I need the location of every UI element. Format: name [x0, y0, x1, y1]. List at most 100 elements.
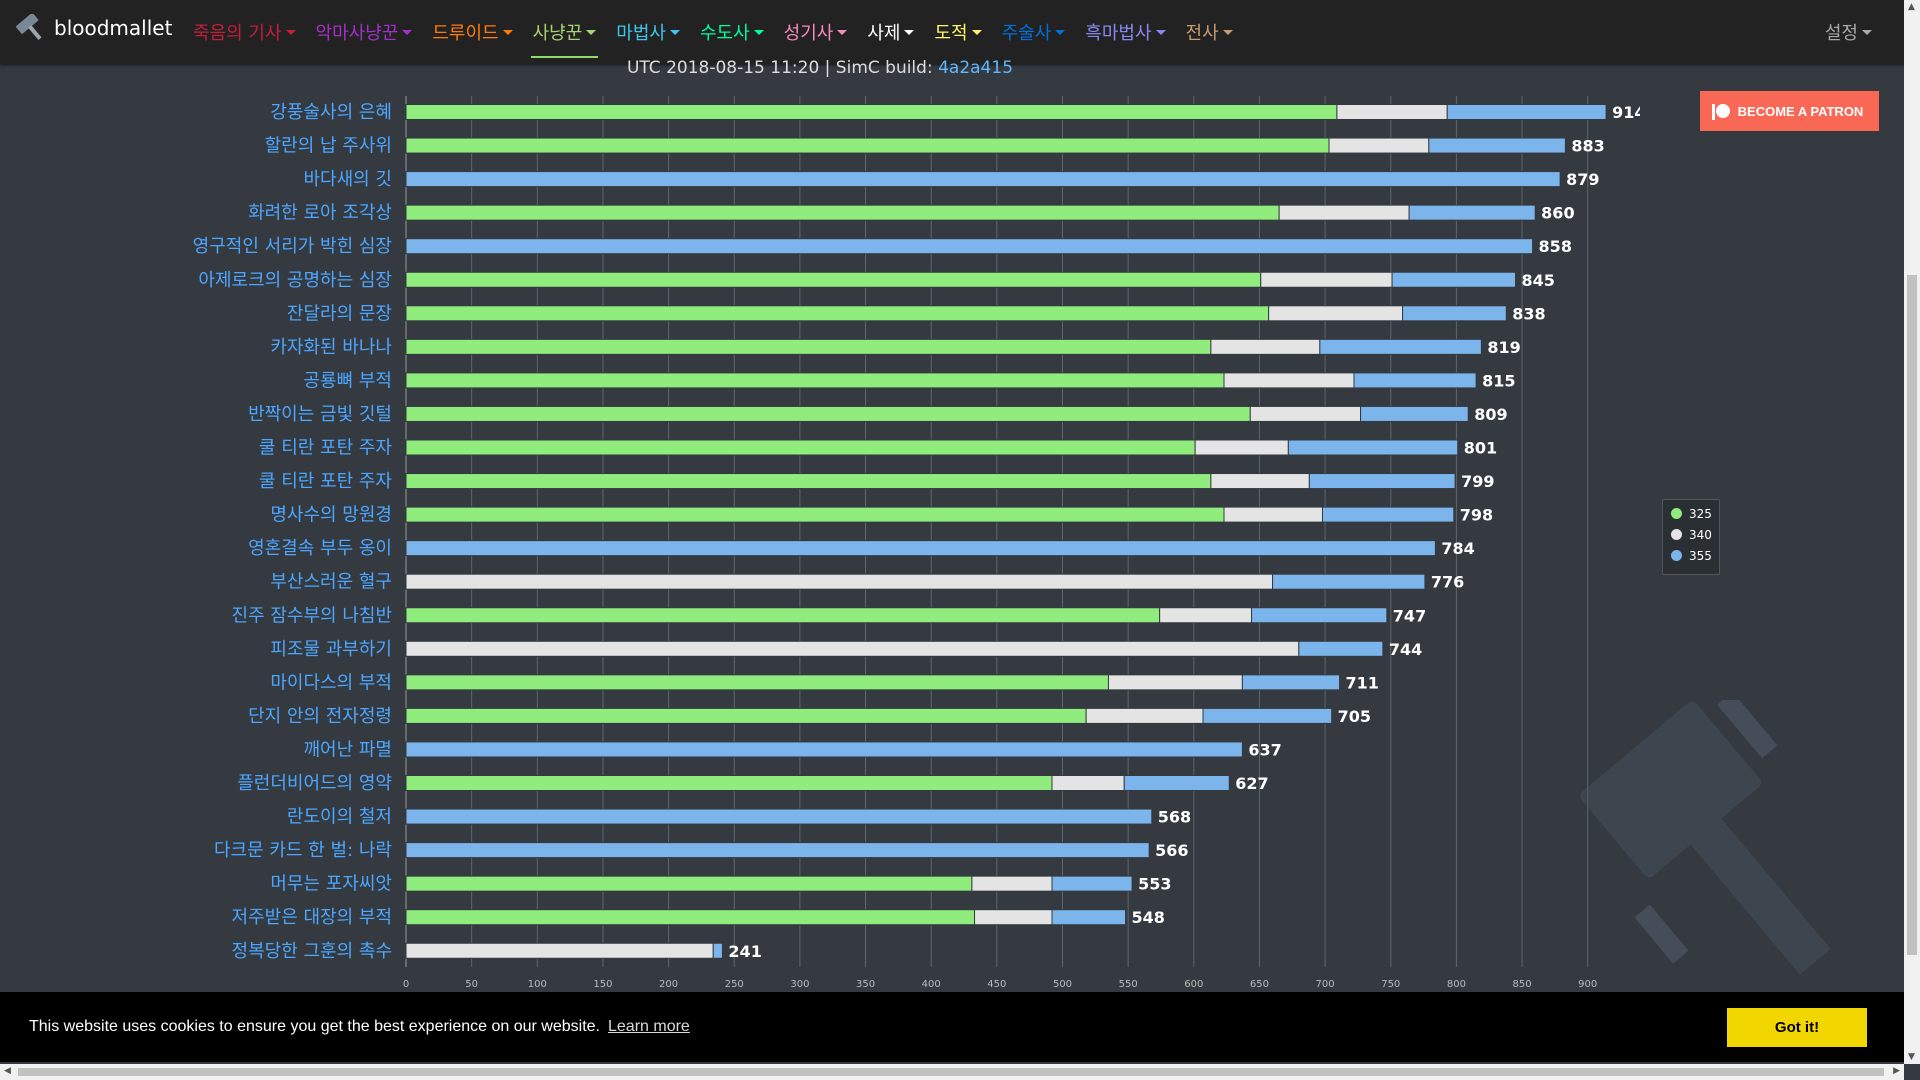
bar-segment-325[interactable]	[405, 909, 976, 926]
nav-item-0[interactable]: 죽음의 기사	[183, 0, 306, 64]
category-label[interactable]: 부산스러운 혈구	[270, 572, 392, 593]
bar-segment-325[interactable]	[405, 204, 1280, 221]
bar-segment-355[interactable]	[405, 238, 1534, 255]
vertical-scroll-thumb[interactable]	[1907, 275, 1917, 955]
settings-dropdown[interactable]: 설정	[1825, 0, 1872, 64]
bar-segment-355[interactable]	[405, 842, 1150, 859]
bar-segment-340[interactable]	[1223, 506, 1323, 523]
category-label[interactable]: 정복당한 그훈의 촉수	[232, 941, 392, 962]
bar-segment-355[interactable]	[405, 171, 1561, 188]
scroll-up-icon[interactable]: ▲	[1908, 2, 1915, 12]
bar-segment-325[interactable]	[405, 104, 1338, 120]
bar-segment-355[interactable]	[1391, 271, 1516, 288]
bar-segment-325[interactable]	[405, 137, 1330, 154]
bar-segment-355[interactable]	[1251, 607, 1388, 624]
bar-segment-355[interactable]	[1353, 372, 1477, 389]
bar-segment-355[interactable]	[405, 540, 1436, 557]
nav-item-8[interactable]: 도적	[924, 0, 991, 64]
bar-segment-325[interactable]	[405, 338, 1212, 355]
bar-segment-325[interactable]	[405, 405, 1251, 422]
become-patron-button[interactable]: BECOME A PATRON	[1700, 91, 1879, 131]
nav-item-4[interactable]: 마법사	[606, 0, 690, 64]
bar-segment-340[interactable]	[971, 875, 1053, 892]
bar-segment-340[interactable]	[1260, 271, 1393, 288]
vertical-scrollbar[interactable]: ▲ ▼	[1904, 0, 1920, 1064]
bar-segment-340[interactable]	[1051, 775, 1125, 791]
category-label[interactable]: 강풍술사의 은혜	[270, 102, 392, 123]
legend-item-355[interactable]: 355	[1663, 545, 1719, 566]
category-label[interactable]: 플런더비어드의 영약	[237, 773, 392, 794]
nav-item-7[interactable]: 사제	[857, 0, 924, 64]
bar-segment-355[interactable]	[1402, 305, 1507, 322]
bar-segment-325[interactable]	[405, 473, 1212, 490]
bar-segment-325[interactable]	[405, 271, 1262, 288]
bar-segment-325[interactable]	[405, 875, 973, 892]
bar-segment-325[interactable]	[405, 305, 1270, 322]
bar-segment-340[interactable]	[405, 942, 714, 959]
bar-segment-340[interactable]	[1210, 473, 1310, 490]
bar-segment-325[interactable]	[405, 372, 1225, 389]
category-label[interactable]: 단지 안의 전자정령	[248, 706, 392, 727]
category-label[interactable]: 쿨 티란 포탄 주자	[259, 471, 393, 492]
bar-segment-325[interactable]	[405, 674, 1109, 691]
legend-item-325[interactable]: 325	[1663, 503, 1719, 524]
bar-segment-355[interactable]	[1298, 640, 1384, 657]
nav-item-3[interactable]: 사냥꾼	[523, 0, 607, 64]
nav-item-5[interactable]: 수도사	[690, 0, 774, 64]
bar-segment-355[interactable]	[405, 808, 1153, 825]
bar-segment-325[interactable]	[405, 775, 1053, 791]
category-label[interactable]: 진주 잠수부의 나침반	[232, 605, 392, 626]
bar-segment-355[interactable]	[1321, 506, 1455, 523]
category-label[interactable]: 머무는 포자씨앗	[270, 874, 392, 895]
bar-segment-355[interactable]	[1051, 909, 1127, 926]
bar-segment-355[interactable]	[1202, 707, 1333, 724]
category-label[interactable]: 바다새의 깃	[303, 169, 392, 190]
bar-segment-325[interactable]	[405, 506, 1225, 523]
category-label[interactable]: 쿨 티란 포탄 주자	[259, 438, 393, 459]
scroll-left-icon[interactable]: ◀	[4, 1066, 11, 1076]
bar-segment-355[interactable]	[1308, 473, 1456, 490]
bar-segment-340[interactable]	[405, 573, 1274, 590]
scroll-right-icon[interactable]: ▶	[1893, 1066, 1900, 1076]
got-it-button[interactable]: Got it!	[1727, 1008, 1867, 1047]
category-label[interactable]: 할란의 납 주사위	[265, 136, 392, 157]
nav-item-10[interactable]: 흑마법사	[1075, 0, 1175, 64]
bar-segment-355[interactable]	[1360, 405, 1469, 422]
bar-segment-340[interactable]	[974, 909, 1053, 926]
horizontal-scrollbar[interactable]: ◀ ▶	[0, 1064, 1904, 1080]
legend-item-340[interactable]: 340	[1663, 524, 1719, 545]
bar-segment-325[interactable]	[405, 439, 1196, 456]
bar-segment-355[interactable]	[1446, 104, 1607, 120]
bar-segment-340[interactable]	[1268, 305, 1404, 322]
horizontal-scroll-thumb[interactable]	[18, 1068, 1884, 1076]
bar-segment-340[interactable]	[405, 640, 1300, 657]
category-label[interactable]: 카자화된 바나나	[270, 337, 392, 358]
category-label[interactable]: 명사수의 망원경	[270, 505, 392, 526]
bar-segment-340[interactable]	[1085, 707, 1204, 724]
bar-segment-340[interactable]	[1336, 104, 1448, 120]
category-label[interactable]: 저주받은 대장의 부적	[232, 907, 392, 928]
bar-segment-355[interactable]	[1123, 775, 1230, 791]
bar-segment-355[interactable]	[405, 741, 1243, 758]
category-label[interactable]: 피조물 과부하기	[270, 639, 392, 660]
bar-segment-355[interactable]	[1272, 573, 1426, 590]
nav-item-11[interactable]: 전사	[1176, 0, 1243, 64]
bar-segment-355[interactable]	[1319, 338, 1482, 355]
learn-more-link[interactable]: Learn more	[608, 1018, 690, 1035]
bar-segment-340[interactable]	[1194, 439, 1289, 456]
bar-segment-340[interactable]	[1223, 372, 1355, 389]
bar-segment-340[interactable]	[1249, 405, 1362, 422]
simc-build-link[interactable]: 4a2a415	[938, 58, 1014, 78]
bar-segment-325[interactable]	[405, 607, 1161, 624]
bar-segment-355[interactable]	[1287, 439, 1459, 456]
scroll-down-icon[interactable]: ▼	[1908, 1052, 1915, 1062]
bar-segment-340[interactable]	[1159, 607, 1253, 624]
bar-segment-355[interactable]	[1428, 137, 1566, 154]
bar-segment-340[interactable]	[1107, 674, 1243, 691]
category-label[interactable]: 공룡뼈 부적	[303, 370, 392, 391]
bar-segment-355[interactable]	[1408, 204, 1536, 221]
bar-segment-355[interactable]	[712, 942, 723, 959]
nav-item-2[interactable]: 드루이드	[422, 0, 522, 64]
category-label[interactable]: 깨어난 파멸	[303, 739, 392, 760]
category-label[interactable]: 화려한 로아 조각상	[248, 203, 392, 224]
